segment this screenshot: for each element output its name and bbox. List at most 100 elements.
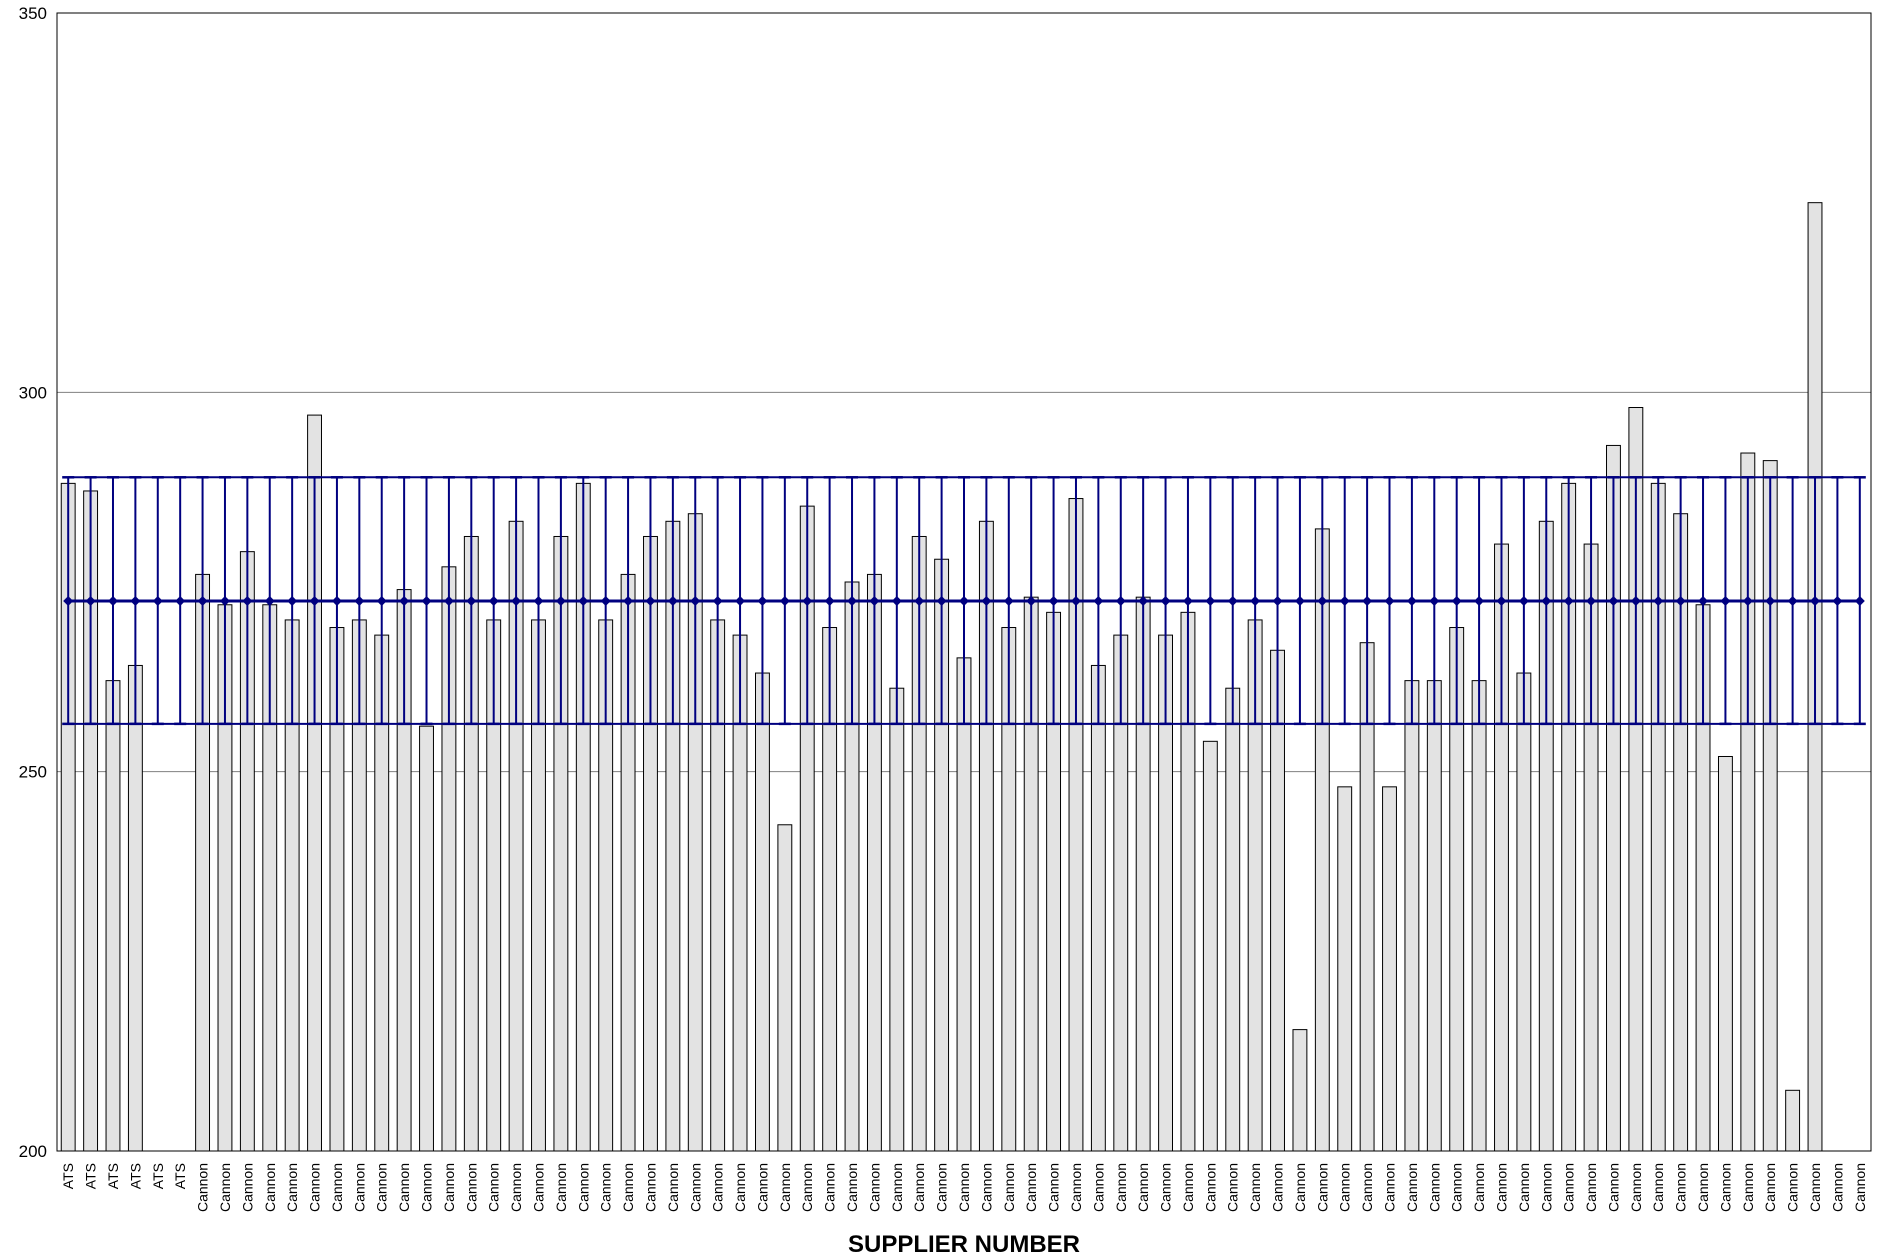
x-category-label: Cannon (1717, 1163, 1733, 1212)
x-category-label: Cannon (799, 1163, 815, 1212)
bar (1337, 786, 1353, 1152)
x-category-label: Cannon (441, 1163, 457, 1212)
x-category-label: Cannon (1337, 1163, 1353, 1212)
center-marker (197, 595, 208, 606)
x-category-label: Cannon (307, 1163, 323, 1212)
center-marker (85, 595, 96, 606)
x-category-label: Cannon (1158, 1163, 1174, 1212)
center-marker (623, 595, 634, 606)
x-category-label: Cannon (1426, 1163, 1442, 1212)
x-category-label: Cannon (598, 1163, 614, 1212)
x-category-label: Cannon (1135, 1163, 1151, 1212)
x-category-label: Cannon (1829, 1163, 1845, 1212)
center-marker (152, 595, 163, 606)
center-marker (891, 595, 902, 606)
center-marker (1294, 595, 1305, 606)
center-marker (824, 595, 835, 606)
control-lines (62, 476, 1866, 726)
center-marker (331, 595, 342, 606)
plot-area-frame (56, 12, 1872, 1152)
center-marker (1810, 595, 1821, 606)
center-marker (1026, 595, 1037, 606)
x-category-label: ATS (172, 1163, 188, 1189)
center-marker (1854, 595, 1865, 606)
x-category-label: Cannon (1247, 1163, 1263, 1212)
x-category-label: Cannon (329, 1163, 345, 1212)
x-category-label: Cannon (687, 1163, 703, 1212)
x-category-label: Cannon (1382, 1163, 1398, 1212)
x-axis-category-labels: ATS ATS ATS ATS ATS ATS Cannon Cannon Cannon Cann… (60, 1163, 1868, 1212)
center-marker (1698, 595, 1709, 606)
center-marker (1093, 595, 1104, 606)
x-category-label: Cannon (1314, 1163, 1330, 1212)
center-marker (130, 595, 141, 606)
x-category-label: Cannon (1113, 1163, 1129, 1212)
x-category-label: Cannon (732, 1163, 748, 1212)
center-marker (1429, 595, 1440, 606)
x-category-label: Cannon (553, 1163, 569, 1212)
x-category-label: Cannon (1762, 1163, 1778, 1212)
center-marker (712, 595, 723, 606)
center-marker (466, 595, 477, 606)
x-category-label: Cannon (934, 1163, 950, 1212)
x-category-label: Cannon (1001, 1163, 1017, 1212)
x-category-label: Cannon (1449, 1163, 1465, 1212)
bar (1516, 672, 1532, 1152)
center-marker (1675, 595, 1686, 606)
x-category-label: Cannon (530, 1163, 546, 1212)
center-marker (1339, 595, 1350, 606)
x-category-label: Cannon (1605, 1163, 1621, 1212)
x-category-label: Cannon (1090, 1163, 1106, 1212)
x-category-label: Cannon (710, 1163, 726, 1212)
center-marker (1182, 595, 1193, 606)
center-marker (914, 595, 925, 606)
center-marker (1384, 595, 1395, 606)
x-category-label: Cannon (754, 1163, 770, 1212)
x-category-label: Cannon (978, 1163, 994, 1212)
x-category-label: Cannon (374, 1163, 390, 1212)
center-marker (1406, 595, 1417, 606)
center-marker (1250, 595, 1261, 606)
center-marker (1115, 595, 1126, 606)
bar (1090, 664, 1106, 1152)
center-marker (959, 595, 969, 606)
bar (1292, 1029, 1308, 1152)
x-category-label: Cannon (642, 1163, 658, 1212)
center-marker (1048, 595, 1059, 606)
bars (60, 202, 1823, 1152)
center-marker (802, 595, 813, 606)
center-marker (1832, 595, 1843, 606)
x-category-label: Cannon (419, 1163, 435, 1212)
bar (1225, 687, 1241, 1152)
center-marker (1272, 595, 1283, 606)
x-category-label: Cannon (1628, 1163, 1644, 1212)
x-category-label: Cannon (822, 1163, 838, 1212)
x-category-label: Cannon (262, 1163, 278, 1212)
y-tick-label: 200 (19, 1142, 47, 1161)
center-marker (443, 595, 454, 606)
center-marker (309, 595, 320, 606)
x-category-label: Cannon (351, 1163, 367, 1212)
center-marker (354, 595, 365, 606)
y-tick-label: 350 (19, 4, 47, 23)
x-category-label: Cannon (463, 1163, 479, 1212)
center-marker (578, 595, 589, 606)
center-marker (287, 595, 298, 606)
x-category-label: Cannon (1225, 1163, 1241, 1212)
bar (777, 824, 793, 1152)
center-marker (1138, 595, 1149, 606)
center-marker (1563, 595, 1574, 606)
center-marker (1227, 595, 1238, 606)
x-category-label: Cannon (217, 1163, 233, 1212)
bar (1382, 786, 1397, 1152)
bar (1471, 680, 1487, 1152)
x-category-label: Cannon (1493, 1163, 1509, 1212)
x-category-label: Cannon (1023, 1163, 1039, 1212)
center-marker (1765, 595, 1776, 606)
center-marker (1720, 595, 1731, 606)
x-category-label: Cannon (1583, 1163, 1599, 1212)
x-axis-title: SUPPLIER NUMBER (848, 1231, 1080, 1258)
x-category-label: ATS (127, 1163, 143, 1189)
x-category-label: Cannon (1852, 1163, 1868, 1212)
center-marker (847, 595, 858, 606)
